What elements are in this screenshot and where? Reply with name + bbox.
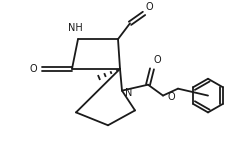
Text: N: N bbox=[125, 88, 133, 98]
Text: NH: NH bbox=[68, 23, 82, 33]
Text: O: O bbox=[167, 92, 175, 102]
Text: O: O bbox=[29, 64, 37, 74]
Text: O: O bbox=[146, 2, 154, 12]
Text: O: O bbox=[154, 55, 162, 65]
